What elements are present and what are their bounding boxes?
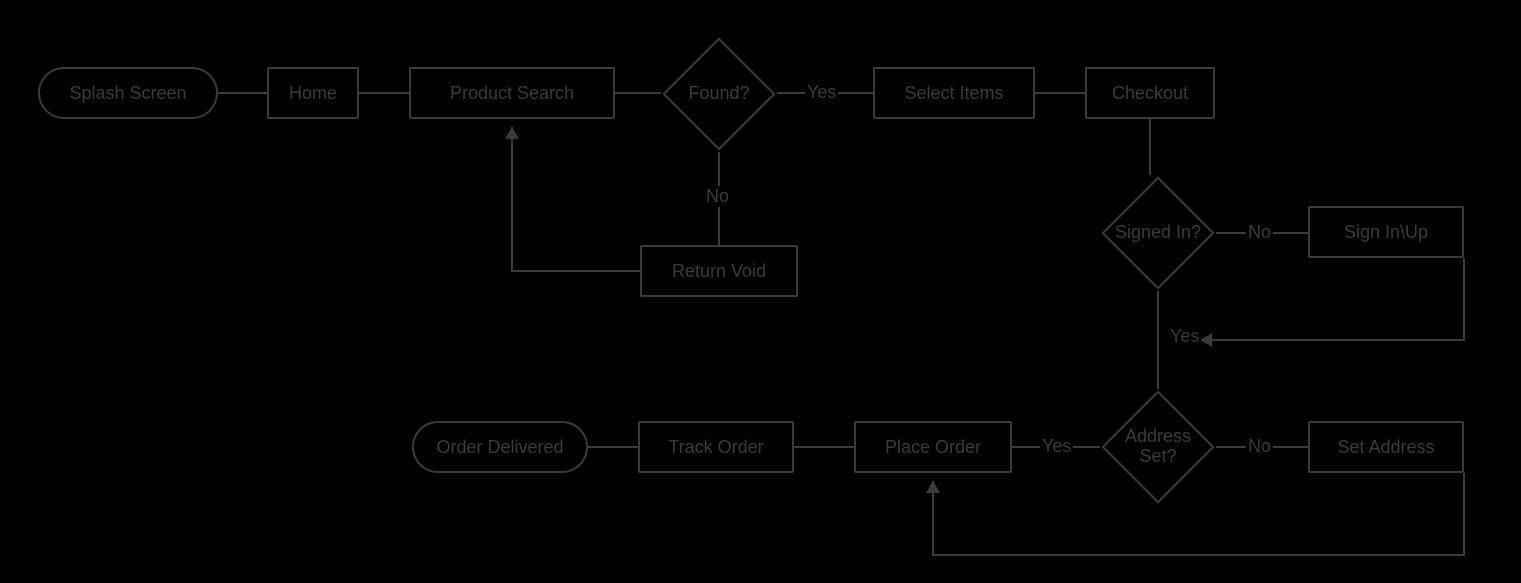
node-signedin: Signed In? bbox=[1100, 175, 1216, 291]
edge-10-arrow bbox=[1200, 333, 1212, 347]
node-signedin-label: Signed In? bbox=[1100, 175, 1216, 291]
node-returnvoid: Return Void bbox=[640, 245, 798, 297]
node-placeorder-label: Place Order bbox=[885, 437, 981, 458]
edge-12-label: Yes bbox=[1040, 436, 1073, 457]
edge-11-label: No bbox=[1246, 436, 1273, 457]
node-trackorder: Track Order bbox=[638, 421, 794, 473]
node-delivered-label: Order Delivered bbox=[436, 437, 563, 458]
node-splash-label: Splash Screen bbox=[69, 83, 186, 104]
node-setaddress: Set Address bbox=[1308, 421, 1464, 473]
node-placeorder: Place Order bbox=[854, 421, 1012, 473]
node-signinup: Sign In\Up bbox=[1308, 206, 1464, 258]
node-found: Found? bbox=[661, 36, 777, 152]
node-search: Product Search bbox=[409, 67, 615, 119]
node-trackorder-label: Track Order bbox=[668, 437, 763, 458]
node-home: Home bbox=[267, 67, 359, 119]
edge-3-label: Yes bbox=[805, 82, 838, 103]
edge-8-label: No bbox=[1246, 222, 1273, 243]
edge-6-arrow bbox=[505, 127, 519, 139]
node-home-label: Home bbox=[289, 83, 337, 104]
node-addressset: Address Set? bbox=[1100, 389, 1216, 505]
node-checkout: Checkout bbox=[1085, 67, 1215, 119]
node-select-label: Select Items bbox=[904, 83, 1003, 104]
node-returnvoid-label: Return Void bbox=[672, 261, 766, 282]
node-setaddress-label: Set Address bbox=[1337, 437, 1434, 458]
node-found-label: Found? bbox=[661, 36, 777, 152]
flowchart-canvas: Splash Screen Home Product Search Found? Sel… bbox=[0, 0, 1521, 583]
edge-5-label: No bbox=[704, 186, 731, 207]
node-splash: Splash Screen bbox=[38, 67, 218, 119]
edge-9-label: Yes bbox=[1168, 326, 1201, 347]
node-signinup-label: Sign In\Up bbox=[1344, 222, 1428, 243]
node-checkout-label: Checkout bbox=[1112, 83, 1188, 104]
node-search-label: Product Search bbox=[450, 83, 574, 104]
node-select: Select Items bbox=[873, 67, 1035, 119]
node-delivered: Order Delivered bbox=[412, 421, 588, 473]
edge-10 bbox=[1200, 258, 1464, 340]
edge-6 bbox=[512, 127, 640, 271]
edge-13-arrow bbox=[926, 481, 940, 493]
node-addressset-label: Address Set? bbox=[1100, 389, 1216, 505]
